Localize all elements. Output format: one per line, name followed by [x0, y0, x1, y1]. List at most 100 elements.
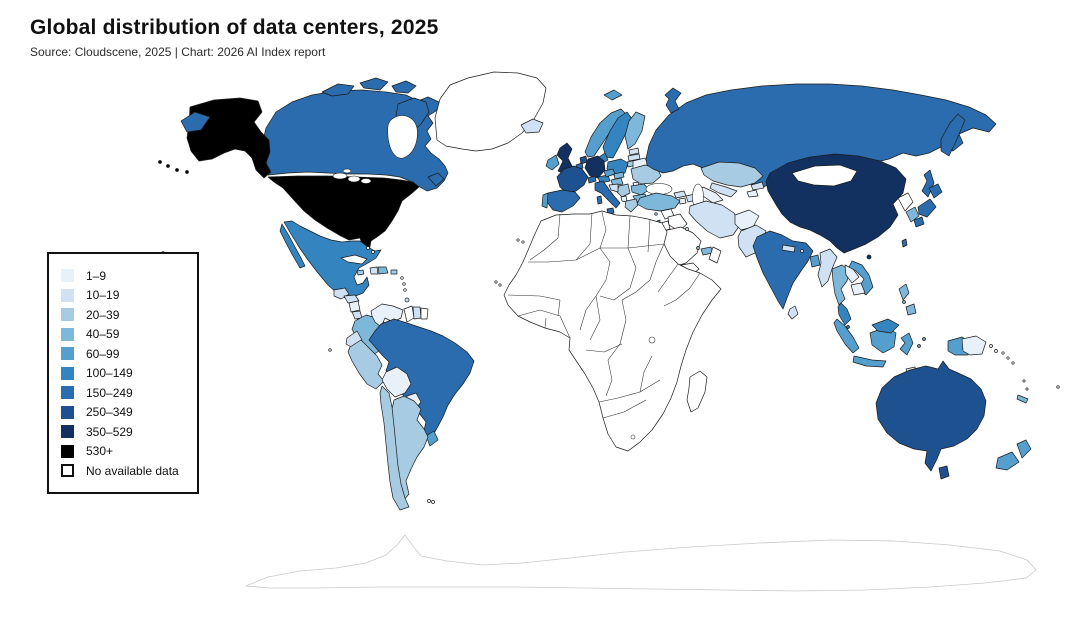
- country-sri-lanka: [787, 305, 799, 320]
- sakhalin-island: [921, 169, 935, 198]
- country-indonesia-sulawesi: [899, 332, 914, 356]
- legend-swatch: [61, 269, 74, 282]
- country-indonesia-java: [852, 355, 887, 368]
- legend-item: No available data: [61, 464, 187, 478]
- legend-item: 20–39: [61, 308, 187, 322]
- country-fiji: [1056, 385, 1060, 389]
- legend-swatch: [61, 308, 74, 321]
- country-canada-arctic-island: [321, 83, 355, 97]
- legend-item: 60–99: [61, 347, 187, 361]
- country-georgia: [673, 190, 687, 199]
- country-south-korea: [905, 206, 920, 223]
- legend-swatch: [61, 288, 74, 302]
- country-japan-honshu: [917, 198, 937, 218]
- country-armenia: [678, 197, 687, 205]
- legend-label: 10–19: [86, 288, 120, 302]
- aleutian-islands: [158, 160, 189, 174]
- legend-swatch: [61, 444, 74, 458]
- bahamas-islands: [366, 246, 375, 254]
- legend-label: 40–59: [86, 327, 120, 341]
- country-singapore: [846, 325, 850, 329]
- country-north-korea: [897, 192, 914, 212]
- country-switzerland: [587, 175, 597, 184]
- country-malaysia-borneo: [871, 318, 900, 334]
- legend-label: 530+: [86, 444, 114, 458]
- new-britain-islands: [989, 344, 998, 353]
- country-italy-sardinia: [596, 195, 603, 205]
- hainan-island: [866, 254, 872, 260]
- country-ireland: [545, 154, 560, 171]
- country-uzbekistan: [709, 182, 738, 198]
- country-dominican-republic: [377, 266, 389, 275]
- falkland-islands: [427, 499, 435, 504]
- country-trinidad: [404, 297, 410, 303]
- country-honduras: [343, 294, 360, 304]
- galapagos-islands: [328, 348, 332, 352]
- country-usa: [267, 175, 420, 253]
- country-indonesia-sumatra: [833, 318, 860, 354]
- novaya-zemlya: [664, 87, 682, 114]
- legend-label: No available data: [86, 463, 179, 478]
- legend-item: 530+: [61, 444, 187, 458]
- country-iran: [688, 200, 741, 239]
- black-sea: [645, 183, 673, 195]
- country-ukraine: [630, 164, 662, 185]
- country-cambodia: [850, 282, 866, 296]
- country-netherlands: [579, 155, 588, 165]
- country-tajikistan: [746, 189, 759, 198]
- country-mongolia: [791, 164, 858, 187]
- legend-swatch: [61, 464, 74, 477]
- legend-swatch: [61, 425, 74, 438]
- country-spain: [546, 189, 581, 213]
- country-russia-chukotka-wrap: [180, 111, 211, 133]
- legend-swatch: [61, 327, 74, 341]
- country-new-zealand-north: [1016, 439, 1032, 459]
- legend-item: 250–349: [61, 405, 187, 419]
- country-mexico: [283, 220, 382, 299]
- country-canada-arctic-island: [359, 77, 389, 91]
- country-french-guiana: [420, 307, 429, 320]
- chart-source: Source: Cloudscene, 2025 | Chart: 2026 A…: [30, 45, 326, 59]
- country-taiwan: [901, 238, 908, 248]
- legend-box: 1–9 10–19 20–39 40–59 60–99 100–149 150–249 250…: [47, 252, 199, 494]
- country-czechia: [603, 168, 616, 178]
- country-serbia: [616, 183, 631, 198]
- page-title: Global distribution of data centers, 202…: [30, 16, 439, 39]
- legend-swatch: [61, 405, 74, 419]
- country-usa-alaska: [186, 97, 272, 179]
- legend-label: 1–9: [86, 268, 107, 283]
- country-guyana: [403, 305, 415, 323]
- atlantic-islands: [494, 238, 525, 287]
- legend-item: 10–19: [61, 288, 187, 302]
- country-greece: [624, 198, 639, 213]
- country-nepal: [781, 244, 796, 253]
- country-finland: [624, 111, 646, 150]
- country-italy: [594, 180, 621, 209]
- country-puerto-rico: [390, 269, 398, 275]
- svalbard-islands: [603, 89, 623, 101]
- country-australia-tasmania: [938, 465, 950, 480]
- country-kyrgyzstan: [750, 181, 765, 191]
- country-turkey: [636, 192, 681, 212]
- country-kazakhstan: [700, 161, 764, 188]
- legend-item: 1–9: [61, 269, 187, 283]
- country-kuwait: [685, 227, 689, 231]
- country-bhutan: [800, 249, 804, 253]
- country-canada-newfoundland: [427, 172, 445, 187]
- kamchatka-peninsula: [940, 113, 966, 157]
- country-malaysia-peninsula: [837, 302, 852, 326]
- legend-swatch: [61, 386, 74, 399]
- legend-label: 150–249: [86, 385, 133, 400]
- country-estonia: [628, 147, 640, 156]
- country-new-caledonia: [1016, 394, 1029, 404]
- legend-label: 60–99: [86, 346, 120, 361]
- legend-label: 350–529: [86, 424, 133, 439]
- vanuatu-islands: [1022, 379, 1029, 391]
- legend-item: 350–529: [61, 425, 187, 439]
- legend-swatch: [61, 366, 74, 380]
- country-croatia: [608, 183, 619, 193]
- country-chile: [379, 385, 410, 511]
- country-germany: [584, 155, 606, 179]
- country-madagascar: [686, 370, 708, 413]
- country-cuba: [340, 254, 368, 265]
